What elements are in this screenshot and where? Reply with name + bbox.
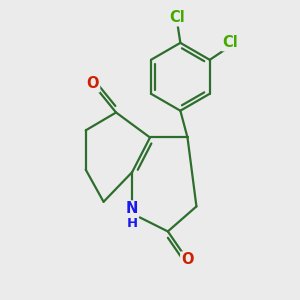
Text: Cl: Cl <box>222 35 238 50</box>
Text: Cl: Cl <box>169 11 185 26</box>
Text: O: O <box>181 253 194 268</box>
Text: N: N <box>126 201 138 216</box>
Text: O: O <box>87 76 99 92</box>
Text: H: H <box>127 217 138 230</box>
